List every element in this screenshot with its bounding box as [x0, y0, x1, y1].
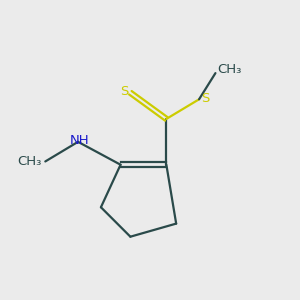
- Text: CH₃: CH₃: [18, 155, 42, 168]
- Text: S: S: [201, 92, 209, 105]
- Text: S: S: [120, 85, 129, 98]
- Text: CH₃: CH₃: [217, 63, 242, 76]
- Text: NH: NH: [70, 134, 89, 147]
